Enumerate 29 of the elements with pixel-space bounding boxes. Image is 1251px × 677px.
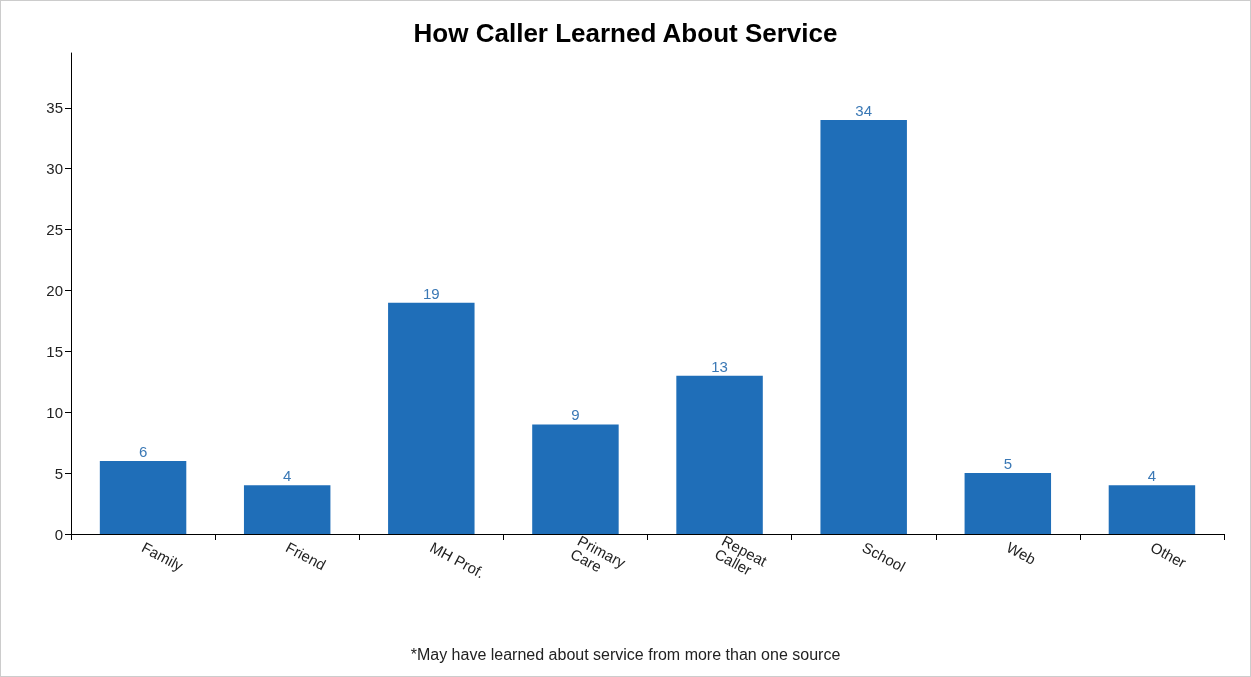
bar (820, 119, 907, 534)
bar (532, 424, 619, 534)
y-tick-label: 0 (54, 525, 63, 543)
x-tick-label: MH Prof. (427, 538, 488, 582)
y-tick-label: 10 (46, 403, 63, 421)
bar (388, 302, 475, 534)
data-label: 5 (1003, 455, 1012, 473)
bar (676, 375, 763, 534)
y-tick-label: 5 (54, 464, 63, 482)
y-tick-label: 15 (46, 342, 63, 360)
y-tick-label: 20 (46, 281, 63, 299)
bar (99, 460, 187, 534)
bar (964, 473, 1052, 534)
x-tick-label: Web (1003, 538, 1039, 568)
data-label: 4 (1147, 467, 1157, 485)
x-tick-label: Other (1147, 538, 1190, 572)
bar (1108, 485, 1196, 534)
data-label: 34 (855, 101, 873, 119)
chart-title: How Caller Learned About Service (413, 18, 838, 48)
y-tick-label: 30 (46, 160, 63, 178)
y-tick-label: 35 (46, 99, 63, 117)
data-label: 4 (283, 467, 292, 485)
data-label: 19 (422, 284, 440, 302)
data-label: 13 (711, 357, 728, 375)
y-tick-label: 25 (46, 221, 63, 239)
data-label: 6 (138, 442, 148, 460)
data-label: 9 (571, 406, 580, 424)
bar (243, 485, 331, 534)
text: *May have learned about service from more than one source (410, 645, 841, 663)
